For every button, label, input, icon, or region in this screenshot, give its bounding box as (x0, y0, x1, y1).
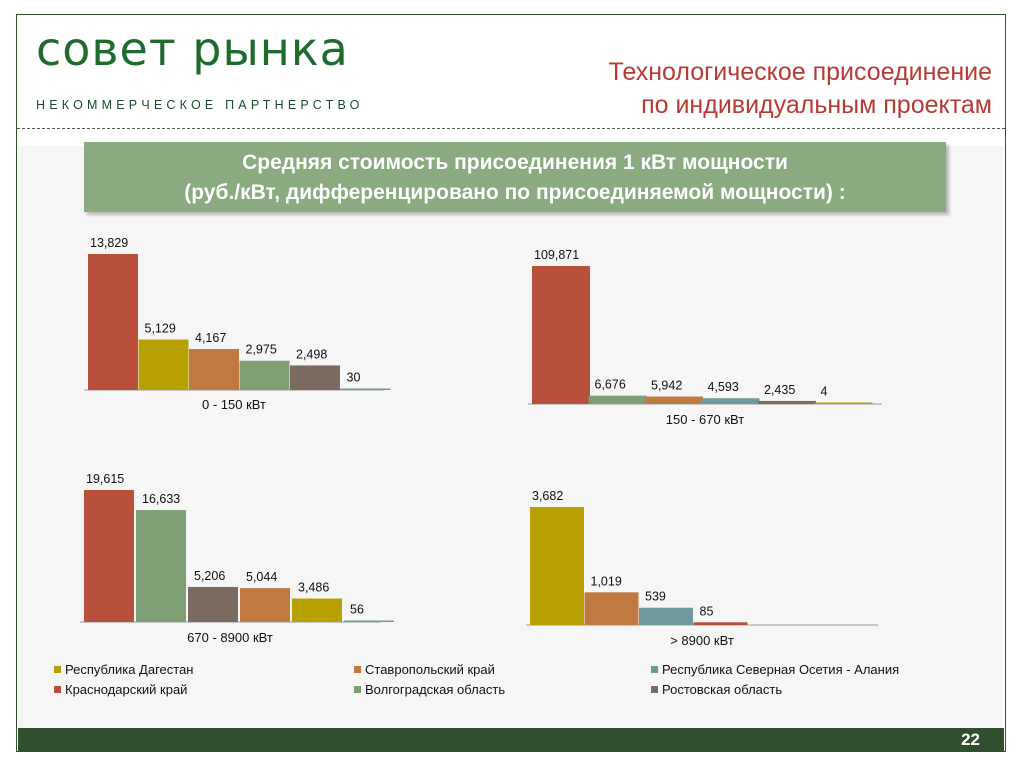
slide-title-line2: по индивидуальным проектам (641, 91, 992, 119)
chart-4-category-label: > 8900 кВт (670, 633, 734, 648)
legend-item-osetia: Республика Северная Осетия - Алания (651, 662, 899, 677)
chart-2-data-label-volgograd: 6,676 (595, 378, 626, 392)
chart-2-bar-krasnodar (532, 266, 590, 404)
chart-3-data-label-stavropol: 5,044 (246, 570, 277, 584)
legend-label-osetia: Республика Северная Осетия - Алания (662, 662, 900, 677)
charts-area: 13,829 5,129 4,167 2,975 2,498 30 0 - 150 кВт 1… (80, 236, 882, 648)
chart-3-bar-dagestan (292, 598, 342, 622)
legend-item-volgograd: Волгоградская область (354, 682, 505, 697)
legend-swatch-krasnodar (54, 686, 61, 693)
chart-1-data-label-volgograd: 2,975 (246, 343, 277, 357)
legend-swatch-osetia (651, 666, 658, 673)
header-divider (17, 128, 1005, 129)
legend-label-krasnodar: Краснодарский край (65, 682, 188, 697)
legend-label-volgograd: Волгоградская область (365, 682, 506, 697)
chart-3-category-label: 670 - 8900 кВт (187, 630, 273, 645)
chart-4-data-label-stavropol: 1,019 (591, 574, 622, 588)
chart-4-bar-dagestan (530, 507, 584, 625)
slide-title: Технологическое присоединение по индивид… (472, 56, 992, 122)
chart-2-bar-dagestan (814, 402, 873, 404)
banner-line1: Средняя стоимость присоединения 1 кВт мо… (242, 151, 788, 174)
chart-1-data-label-krasnodar: 13,829 (90, 236, 128, 250)
chart-3-data-label-dagestan: 3,486 (298, 581, 329, 595)
chart-4-data-label-krasnodar: 85 (700, 604, 714, 618)
chart-4-bar-stavropol (584, 592, 639, 625)
chart-1-data-label-osetia: 30 (347, 371, 361, 385)
chart-3-bar-krasnodar (84, 490, 134, 622)
legend-label-stavropol: Ставропольский край (365, 662, 495, 677)
chart-banner: Средняя стоимость присоединения 1 кВт мо… (84, 142, 946, 212)
logo-subtitle: НЕКОММЕРЧЕСКОЕ ПАРТНЕРСТВО (36, 98, 364, 112)
chart-3-data-label-rostov: 5,206 (194, 569, 225, 583)
chart-2-bar-osetia (701, 398, 760, 404)
chart-2-bar-volgograd (588, 395, 647, 404)
content-background (18, 146, 1004, 728)
chart-1-data-label-dagestan: 5,129 (145, 322, 176, 336)
chart-1-bar-krasnodar (88, 254, 138, 390)
logo: совет рынка (36, 22, 349, 76)
chart-1-bar-rostov (290, 365, 340, 390)
chart-2-data-label-stavropol: 5,942 (651, 379, 682, 393)
slide-title-line1: Технологическое присоединение (608, 58, 992, 86)
chart-3-data-label-krasnodar: 19,615 (86, 472, 124, 486)
chart-2-bar-stavropol (645, 396, 703, 404)
chart-4-data-label-osetia: 539 (645, 590, 666, 604)
chart-2-data-label-osetia: 4,593 (708, 380, 739, 394)
legend-label-dagestan: Республика Дагестан (65, 662, 194, 677)
chart-1-category-label: 0 - 150 кВт (202, 397, 266, 412)
legend-swatch-volgograd (354, 686, 361, 693)
banner-line2: (руб./кВт, дифференцировано по присоедин… (184, 181, 846, 204)
chart-2-category-label: 150 - 670 кВт (666, 412, 744, 427)
legend-swatch-dagestan (54, 666, 61, 673)
chart-1-data-label-rostov: 2,498 (296, 347, 327, 361)
chart-3-bar-osetia (344, 620, 394, 622)
chart-4-bar-osetia (639, 607, 693, 625)
chart-2-bar-rostov (758, 400, 816, 404)
chart-3-bar-stavropol (240, 588, 290, 622)
legend-swatch-rostov (651, 686, 658, 693)
chart-2-data-label-krasnodar: 109,871 (534, 248, 579, 262)
chart-4-data-label-dagestan: 3,682 (532, 489, 563, 503)
legend-item-rostov: Ростовская область (651, 682, 782, 697)
chart-2-data-label-dagestan: 4 (821, 385, 828, 399)
legend-item-stavropol: Ставропольский край (354, 662, 495, 677)
chart-1-bar-osetia (340, 388, 391, 390)
chart-3-data-label-volgograd: 16,633 (142, 492, 180, 506)
chart-3-data-label-osetia: 56 (350, 603, 364, 617)
chart-1-data-label-stavropol: 4,167 (195, 331, 226, 345)
chart-1-bar-volgograd (239, 360, 290, 390)
legend-label-rostov: Ростовская область (662, 682, 783, 697)
legend-swatch-stavropol (354, 666, 361, 673)
footer-bar: 22 (18, 728, 1004, 752)
page-number: 22 (961, 730, 980, 749)
chart-3-bar-rostov (188, 586, 238, 622)
legend-item-krasnodar: Краснодарский край (54, 682, 187, 697)
chart-2-data-label-rostov: 2,435 (764, 383, 795, 397)
chart-4-bar-krasnodar (693, 622, 748, 625)
chart-1-bar-dagestan (138, 339, 189, 390)
chart-1-bar-stavropol (189, 349, 239, 390)
legend-item-dagestan: Республика Дагестан (54, 662, 193, 677)
chart-3-bar-volgograd (136, 510, 186, 622)
